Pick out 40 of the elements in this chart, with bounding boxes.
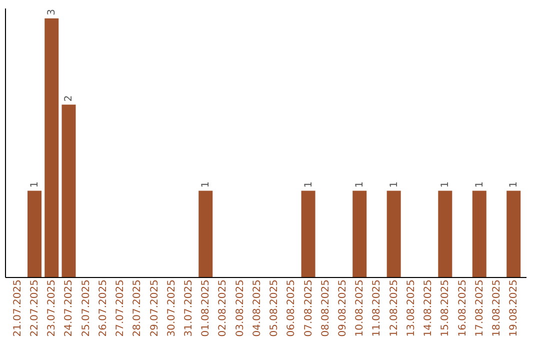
x-tick-label: 15.08.2025 [440,280,452,337]
x-tick-label: 24.07.2025 [64,280,75,337]
x-tick-label: 03.08.2025 [234,280,246,337]
data-label: 1 [200,181,212,188]
x-tick-label: 07.08.2025 [303,280,314,337]
x-tick-label: 30.07.2025 [166,280,178,337]
x-tick-label: 09.08.2025 [337,280,348,337]
data-label: 2 [64,95,75,102]
x-tick-label: 19.08.2025 [508,280,520,337]
x-tick-label: 23.07.2025 [46,280,58,337]
data-label: 3 [46,8,58,16]
x-tick-label: 17.08.2025 [474,280,486,337]
x-tick-label: 26.07.2025 [98,280,109,337]
data-label: 1 [388,181,400,188]
x-tick-label: 06.08.2025 [286,280,298,337]
x-tick-label: 28.07.2025 [132,280,144,337]
x-tick-label: 12.08.2025 [388,280,400,337]
x-tick-label: 01.08.2025 [200,280,212,337]
x-tick-label: 02.08.2025 [218,280,229,337]
x-tick-label: 11.08.2025 [372,280,383,337]
data-label: 1 [354,181,366,188]
x-tick-label: 21.07.2025 [12,280,24,337]
x-tick-label: 14.08.2025 [423,280,434,337]
x-tick-label: 25.07.2025 [80,280,92,337]
x-tick-label: 29.07.2025 [149,280,160,337]
x-tick-label: 31.07.2025 [184,280,195,337]
data-label: 1 [30,181,41,188]
x-tick-label: 13.08.2025 [406,280,417,337]
x-tick-label: 22.07.2025 [30,280,41,337]
x-tick-label: 18.08.2025 [491,280,502,337]
x-tick-label: 27.07.2025 [115,280,126,337]
x-tick-label: 16.08.2025 [457,280,468,337]
x-tick-label: 08.08.2025 [320,280,332,337]
x-tick-label: 10.08.2025 [354,280,366,337]
x-tick-label: 04.08.2025 [252,280,263,337]
data-label: 1 [508,181,520,188]
data-label: 1 [440,181,452,188]
data-label: 1 [303,181,314,188]
data-label: 1 [474,181,486,188]
x-tick-label: 05.08.2025 [269,280,280,337]
